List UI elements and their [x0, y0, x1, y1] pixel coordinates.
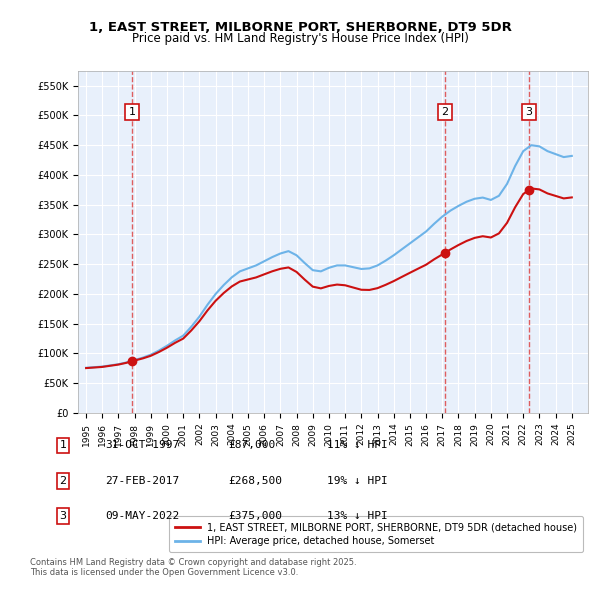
Text: Contains HM Land Registry data © Crown copyright and database right 2025.
This d: Contains HM Land Registry data © Crown c… [30, 558, 356, 577]
Text: 3: 3 [59, 512, 67, 521]
Text: 11% ↓ HPI: 11% ↓ HPI [327, 441, 388, 450]
Text: 2: 2 [442, 107, 448, 117]
Text: 3: 3 [526, 107, 533, 117]
Text: 1: 1 [128, 107, 136, 117]
Text: Price paid vs. HM Land Registry's House Price Index (HPI): Price paid vs. HM Land Registry's House … [131, 32, 469, 45]
Text: £375,000: £375,000 [228, 512, 282, 521]
Text: 09-MAY-2022: 09-MAY-2022 [105, 512, 179, 521]
Text: 31-OCT-1997: 31-OCT-1997 [105, 441, 179, 450]
Text: 13% ↓ HPI: 13% ↓ HPI [327, 512, 388, 521]
Text: 2: 2 [59, 476, 67, 486]
Text: £87,000: £87,000 [228, 441, 275, 450]
Text: £268,500: £268,500 [228, 476, 282, 486]
Text: 1, EAST STREET, MILBORNE PORT, SHERBORNE, DT9 5DR: 1, EAST STREET, MILBORNE PORT, SHERBORNE… [89, 21, 511, 34]
Text: 19% ↓ HPI: 19% ↓ HPI [327, 476, 388, 486]
Text: 1: 1 [59, 441, 67, 450]
Legend: 1, EAST STREET, MILBORNE PORT, SHERBORNE, DT9 5DR (detached house), HPI: Average: 1, EAST STREET, MILBORNE PORT, SHERBORNE… [169, 516, 583, 552]
Text: 27-FEB-2017: 27-FEB-2017 [105, 476, 179, 486]
